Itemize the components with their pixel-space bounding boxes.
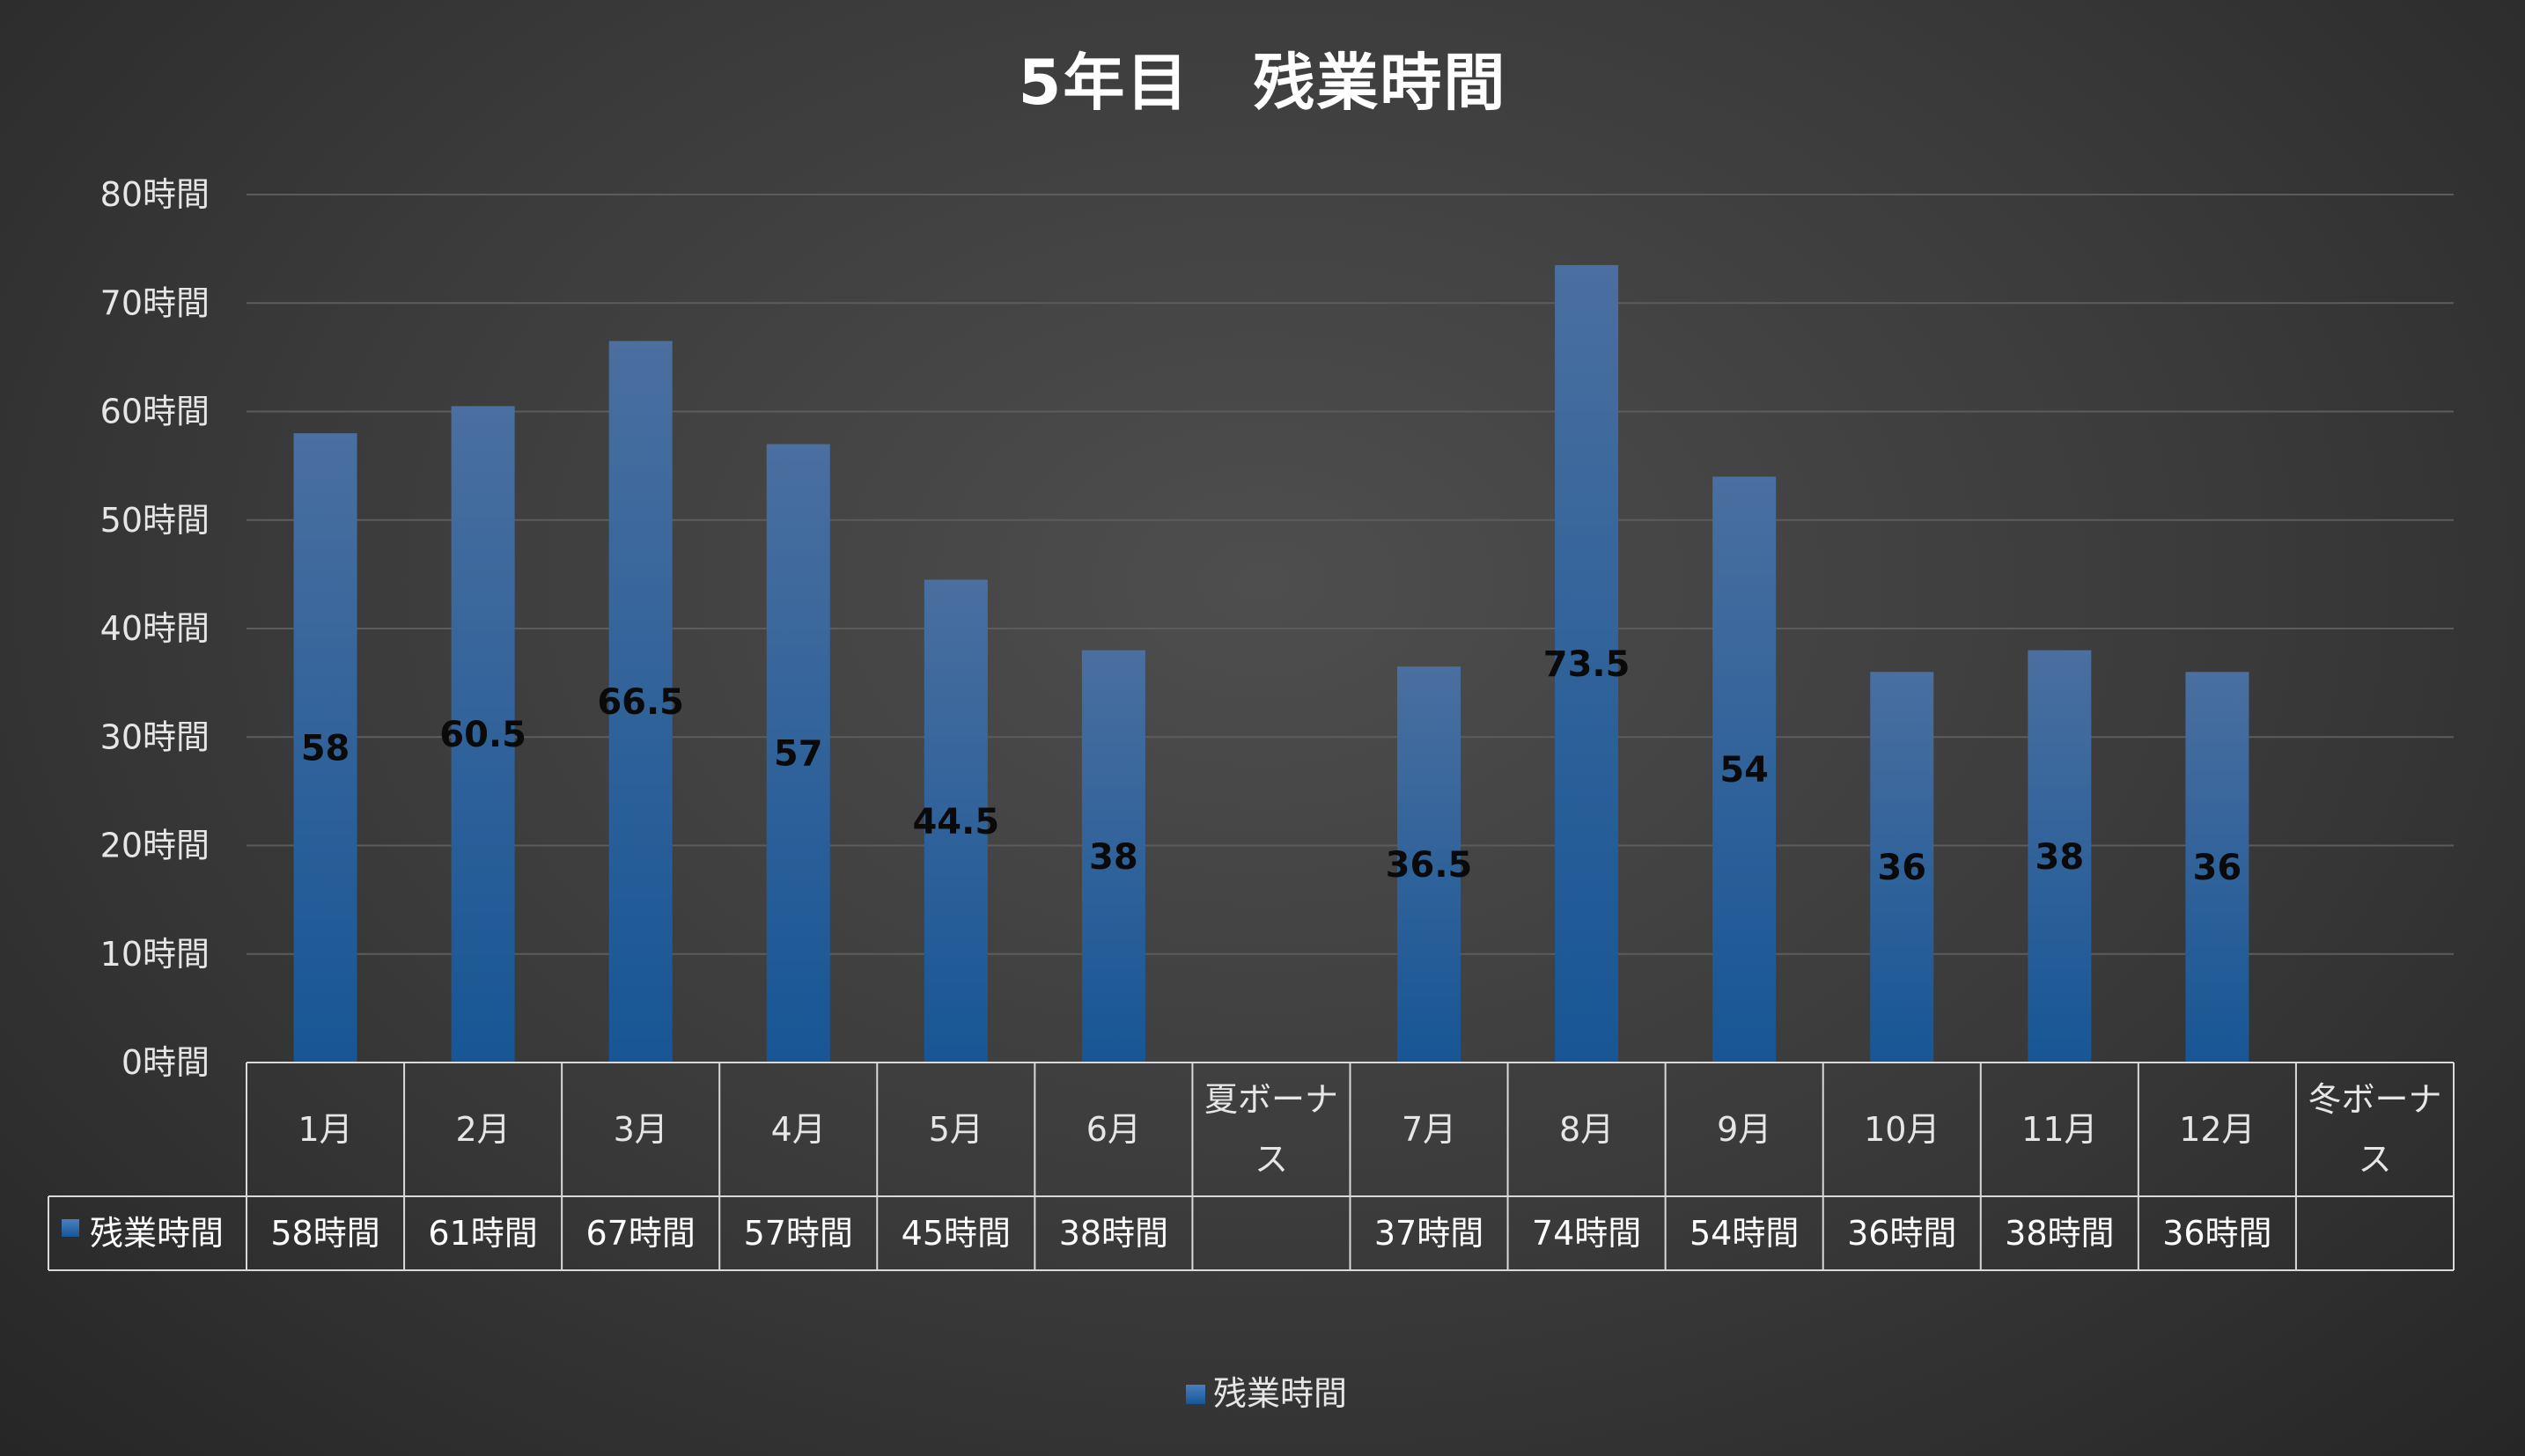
bar [2028,650,2092,1063]
category-label: 12月 [2179,1110,2255,1149]
chart-title: 5年目 残業時間 [1019,47,1507,119]
table-value: 38時間 [2005,1214,2114,1253]
bar [608,341,673,1063]
category-label: 4月 [771,1110,826,1149]
y-tick-label: 20時間 [100,827,210,865]
data-label: 36 [1877,848,1926,888]
y-tick-label: 60時間 [100,393,210,431]
table-value: 58時間 [270,1214,379,1253]
table-series-name: 残業時間 [90,1214,224,1253]
bar [924,579,988,1063]
category-label: 夏ボーナ [1204,1080,1338,1119]
data-label: 54 [1719,750,1769,791]
table-value: 67時間 [585,1214,695,1253]
y-tick-label: 50時間 [100,501,210,540]
data-label: 38 [2035,837,2084,878]
category-label: 10月 [1864,1110,1940,1149]
category-label: 2月 [456,1110,511,1149]
bar [1712,476,1777,1063]
data-label: 38 [1089,837,1138,878]
y-tick-label: 10時間 [100,935,210,974]
bar [1555,265,1619,1063]
category-label: 7月 [1402,1110,1456,1149]
data-label: 66.5 [597,682,684,723]
data-labels: 58 60.5 66.5 57 44.5 38 36.5 73.5 54 36 38 36 [301,644,2242,888]
legend: 残業時間 [1186,1374,1347,1413]
table-value: 74時間 [1532,1214,1641,1253]
bar [1870,672,1934,1063]
y-tick-label: 40時間 [100,609,210,648]
table-value: 57時間 [744,1214,853,1253]
y-tick-label: 0時間 [121,1043,210,1082]
category-label: ス [1255,1140,1288,1179]
category-label: 5月 [929,1110,983,1149]
data-label: 36.5 [1386,845,1473,886]
bar [2185,672,2249,1063]
category-label: 3月 [614,1110,668,1149]
bar [1397,666,1461,1063]
bar-series [293,265,2249,1063]
y-axis: 0時間 10時間 20時間 30時間 40時間 50時間 60時間 70時間 80時間 [100,175,210,1082]
table-value: 38時間 [1059,1214,1168,1253]
data-label: 36 [2193,848,2242,888]
table-value: 61時間 [428,1214,537,1253]
category-label: ス [2358,1140,2391,1179]
table-value: 36時間 [1847,1214,1956,1253]
category-label: 11月 [2021,1110,2097,1149]
gridlines [247,194,2454,955]
table-value: 37時間 [1374,1214,1483,1253]
data-label: 73.5 [1543,644,1631,685]
category-label: 8月 [1559,1110,1614,1149]
y-tick-label: 70時間 [100,283,210,322]
data-label: 57 [774,734,823,775]
legend-marker [1186,1385,1205,1404]
legend-label: 残業時間 [1213,1374,1347,1413]
bar [766,444,830,1063]
y-tick-label: 80時間 [100,175,210,214]
table-value: 45時間 [902,1214,1011,1253]
y-tick-label: 30時間 [100,717,210,756]
data-label: 60.5 [439,715,526,755]
data-label: 44.5 [912,802,999,842]
bar [293,433,357,1063]
bar [451,406,515,1063]
data-label: 58 [301,729,350,769]
table-legend-marker [62,1219,79,1237]
table-value: 36時間 [2162,1214,2271,1253]
table-value: 54時間 [1689,1214,1799,1253]
category-label: 6月 [1086,1110,1141,1149]
category-label: 1月 [298,1110,352,1149]
category-label: 9月 [1717,1110,1771,1149]
bar [1081,650,1145,1063]
category-label: 冬ボーナ [2308,1080,2441,1119]
